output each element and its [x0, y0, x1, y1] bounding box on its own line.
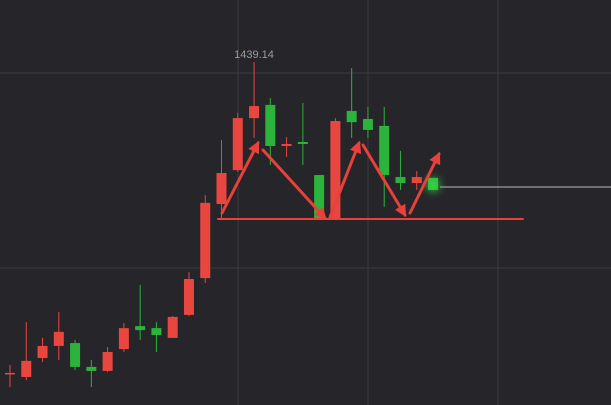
candle-body	[102, 351, 113, 371]
candle-body	[200, 202, 211, 279]
candle-body	[70, 343, 81, 367]
candle-body	[53, 331, 64, 346]
candle-body	[232, 118, 243, 171]
annotations	[217, 140, 524, 220]
candle-body	[5, 372, 15, 375]
candle-body	[362, 118, 373, 130]
candle-body	[37, 345, 48, 359]
candle-body	[330, 121, 341, 219]
candle-body	[281, 143, 292, 146]
high-label: 1439.14	[234, 49, 274, 61]
candle-body	[346, 110, 357, 123]
candle-body	[395, 177, 406, 184]
candle-body	[135, 326, 146, 331]
arrow	[408, 151, 441, 215]
candle-body	[379, 125, 390, 176]
candle-body	[314, 175, 325, 219]
candle-body	[167, 316, 178, 338]
arrow	[261, 148, 327, 220]
candle-body	[151, 328, 162, 336]
candles	[5, 61, 439, 388]
arrow	[361, 143, 407, 218]
candle-body	[118, 328, 129, 350]
candle-body	[265, 104, 276, 146]
candle-body	[86, 366, 97, 371]
current-glow	[426, 178, 440, 192]
candle-body	[21, 360, 32, 377]
candle-body	[216, 172, 227, 205]
arrow	[328, 140, 362, 219]
candle-body	[411, 177, 422, 184]
arrow	[220, 140, 260, 215]
candle-body	[249, 106, 260, 119]
candle-body	[183, 279, 194, 315]
candle-body	[297, 141, 308, 144]
